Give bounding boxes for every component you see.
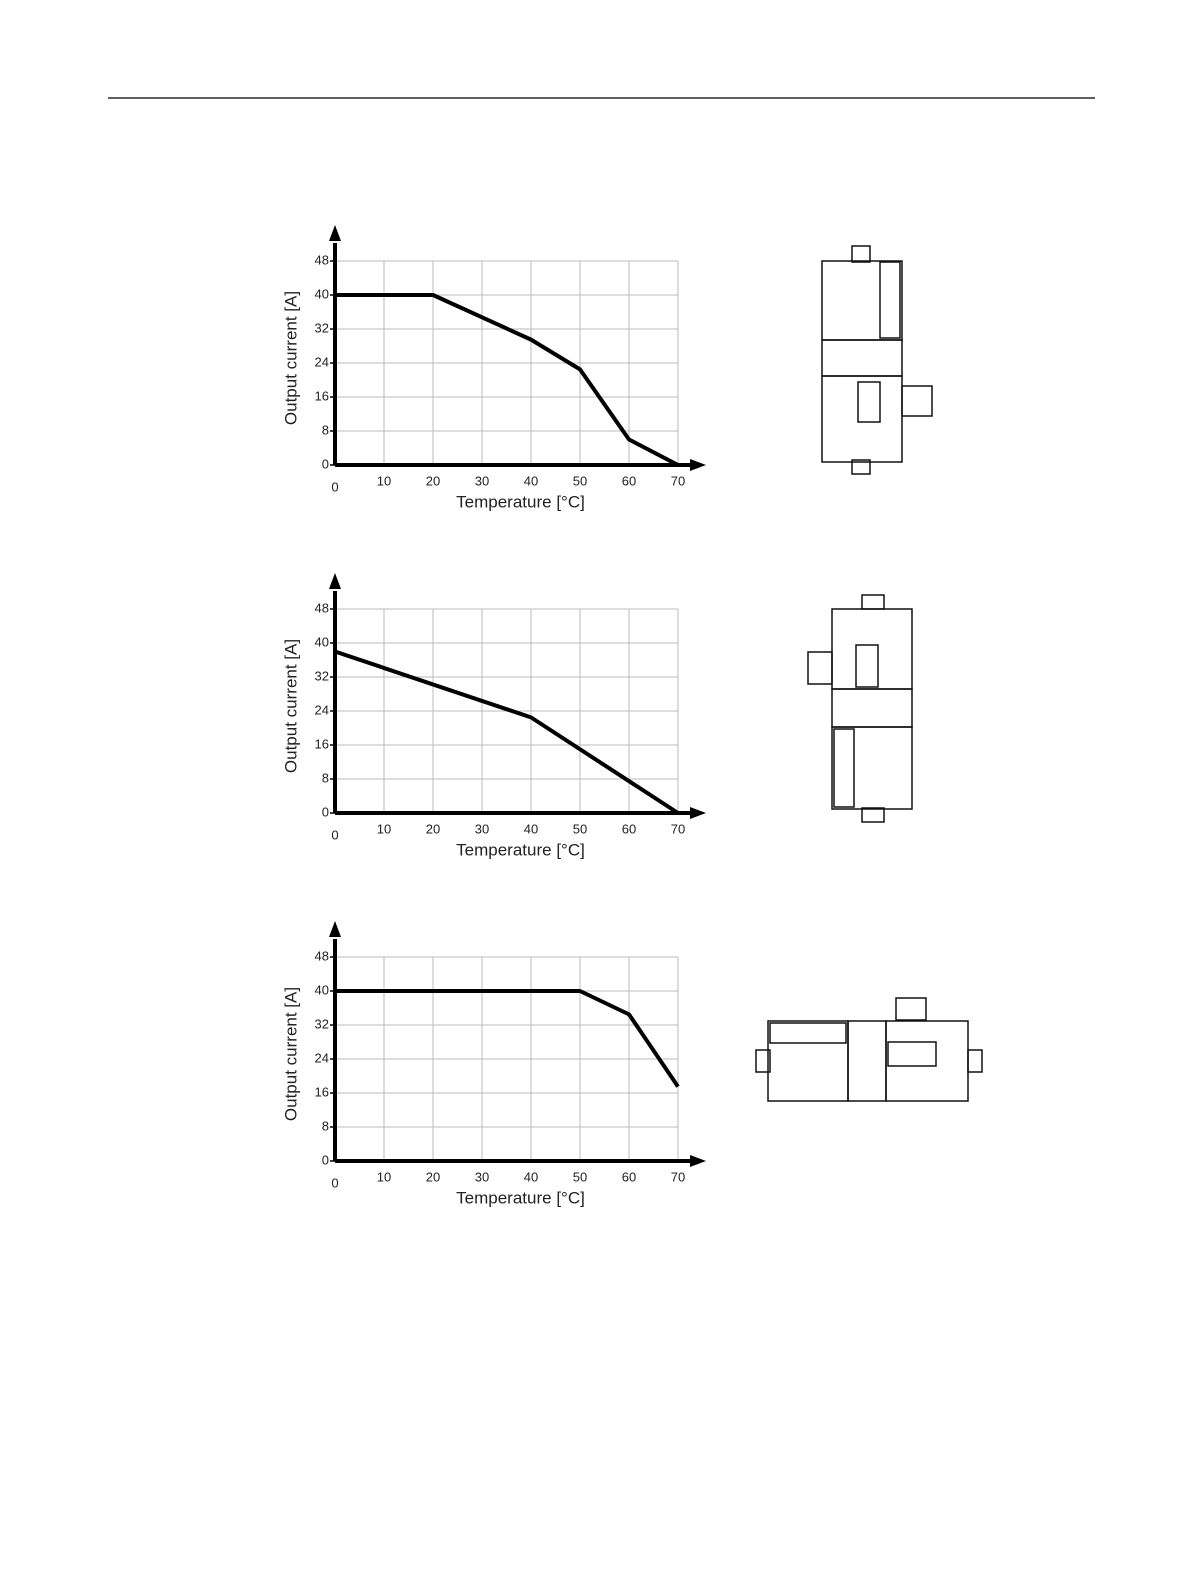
y-axis-label: Output current [A] [281,291,300,425]
x-tick-label: 30 [475,821,489,836]
x-tick-label: 50 [573,1169,587,1184]
y-tick-label: 32 [315,668,329,683]
x-tick-label: 10 [377,1169,391,1184]
x-tick-label: 70 [671,1169,685,1184]
y-tick-label: 48 [315,600,329,615]
data-line [334,649,680,815]
y-tick-label: 24 [315,354,329,369]
y-tick-label: 24 [315,1050,329,1065]
x-tick-label: 60 [622,821,636,836]
y-tick-label: 0 [322,1152,329,1167]
y-axis-arrow [329,921,341,937]
x-tick-label: 0 [331,827,338,842]
x-axis-arrow [690,1155,706,1167]
y-tick-label: 0 [322,456,329,471]
y-axis-label: Output current [A] [281,987,300,1121]
data-line [335,989,680,1088]
x-axis-arrow [690,459,706,471]
x-tick-label: 60 [622,1169,636,1184]
y-tick-label: 40 [315,634,329,649]
x-tick-label: 60 [622,473,636,488]
y-tick-label: 40 [315,982,329,997]
x-tick-label: 50 [573,473,587,488]
chart: 0 10 20 30 40 50 60 70 0 8 16 24 32 40 48 Temperature [… [281,225,706,511]
x-tick-label: 40 [524,473,538,488]
x-tick-label: 30 [475,1169,489,1184]
y-tick-label: 16 [315,388,329,403]
x-axis-label: Temperature [°C] [456,1188,585,1207]
y-tick-label: 0 [322,804,329,819]
y-tick-label: 48 [315,252,329,267]
x-tick-label: 20 [426,473,440,488]
x-tick-label: 0 [331,479,338,494]
device-drawing [755,997,983,1102]
y-tick-label: 24 [315,702,329,717]
y-tick-label: 48 [315,948,329,963]
y-tick-label: 8 [322,422,329,437]
y-axis-arrow [329,573,341,589]
x-tick-label: 10 [377,821,391,836]
x-tick-label: 0 [331,1175,338,1190]
x-tick-label: 40 [524,1169,538,1184]
x-tick-label: 20 [426,821,440,836]
x-axis-label: Temperature [°C] [456,840,585,859]
x-axis-label: Temperature [°C] [456,492,585,511]
y-axis-arrow [329,225,341,241]
y-tick-label: 40 [315,286,329,301]
y-tick-label: 8 [322,770,329,785]
chart: 0 10 20 30 40 50 60 70 0 8 16 24 32 40 48 Temperature [… [281,921,706,1207]
y-tick-label: 16 [315,736,329,751]
device-drawing [807,594,913,823]
chart: 0 10 20 30 40 50 60 70 0 8 16 24 32 40 48 Temperature [… [281,573,706,859]
x-tick-label: 20 [426,1169,440,1184]
y-tick-label: 8 [322,1118,329,1133]
x-tick-label: 70 [671,821,685,836]
y-tick-label: 32 [315,1016,329,1031]
x-tick-label: 40 [524,821,538,836]
y-axis-label: Output current [A] [281,639,300,773]
x-axis-arrow [690,807,706,819]
y-tick-label: 32 [315,320,329,335]
x-tick-label: 70 [671,473,685,488]
device-drawing [821,245,933,475]
x-tick-label: 30 [475,473,489,488]
y-tick-label: 16 [315,1084,329,1099]
x-tick-label: 50 [573,821,587,836]
x-tick-label: 10 [377,473,391,488]
data-line [335,293,679,467]
